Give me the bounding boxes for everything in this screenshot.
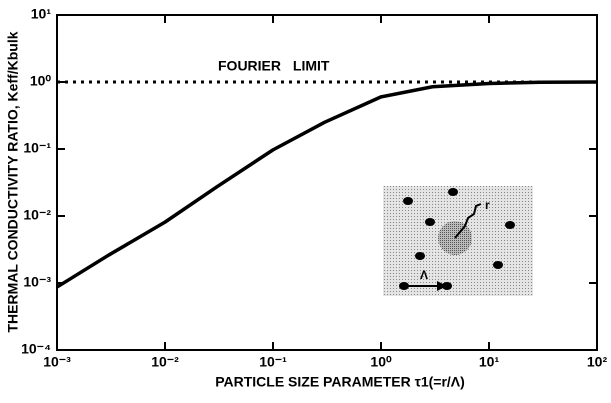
x-tick-label: 10⁻¹ xyxy=(259,354,287,370)
inset-label: r xyxy=(485,198,490,212)
y-tick-label: 10⁻³ xyxy=(23,274,51,290)
plot-frame xyxy=(56,14,598,351)
y-tick-label: 10⁻¹ xyxy=(23,140,51,156)
x-tick-label: 10¹ xyxy=(479,354,500,370)
x-tick-label: 10⁻² xyxy=(151,354,179,370)
inset-label: Λ xyxy=(420,268,428,282)
y-tick-label: 10⁻² xyxy=(23,207,51,223)
reference-label: FOURIER LIMIT xyxy=(218,58,330,74)
y-tick-label: 10⁰ xyxy=(30,73,52,89)
data-line xyxy=(56,80,598,289)
x-tick-label: 10² xyxy=(587,354,608,370)
inset-dots xyxy=(399,188,515,290)
y-tick-label: 10¹ xyxy=(31,6,52,22)
inset: r Λ xyxy=(383,186,533,296)
y-tick-label: 10⁻⁴ xyxy=(21,341,51,357)
inset-arrowhead xyxy=(437,281,447,291)
x-axis-label: PARTICLE SIZE PARAMETER τ1(=r/Λ) xyxy=(215,374,465,390)
x-tick-label: 10⁰ xyxy=(370,354,392,370)
x-tick-label: 10⁻³ xyxy=(43,354,71,370)
inset-path xyxy=(454,203,482,239)
y-axis-label: THERMAL CONDUCTIVITY RATIO, Keff/Kbulk xyxy=(5,31,21,332)
